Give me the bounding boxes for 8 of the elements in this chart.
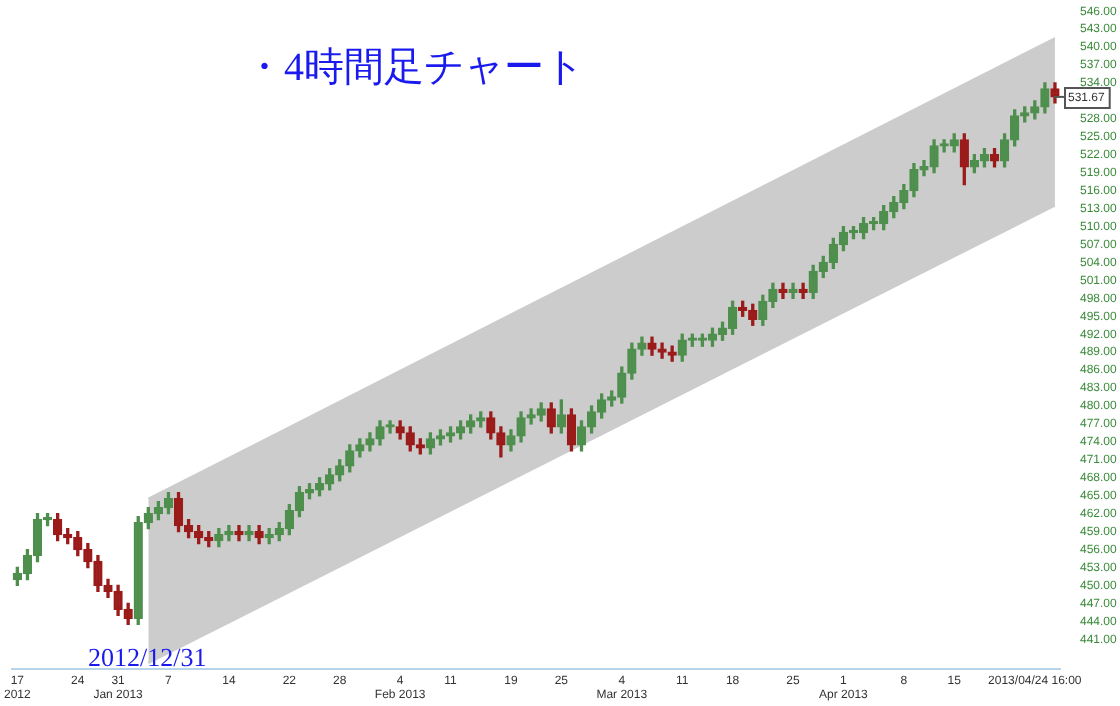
- annotation: 2012/12/31: [88, 642, 207, 672]
- candlestick: [778, 282, 788, 299]
- candlestick: [234, 524, 244, 542]
- text: ・4時間足チャート: [244, 46, 584, 90]
- candlestick: [788, 282, 798, 299]
- candlestick: [385, 420, 395, 434]
- candlestick: [244, 524, 254, 542]
- candlestick: [798, 282, 808, 299]
